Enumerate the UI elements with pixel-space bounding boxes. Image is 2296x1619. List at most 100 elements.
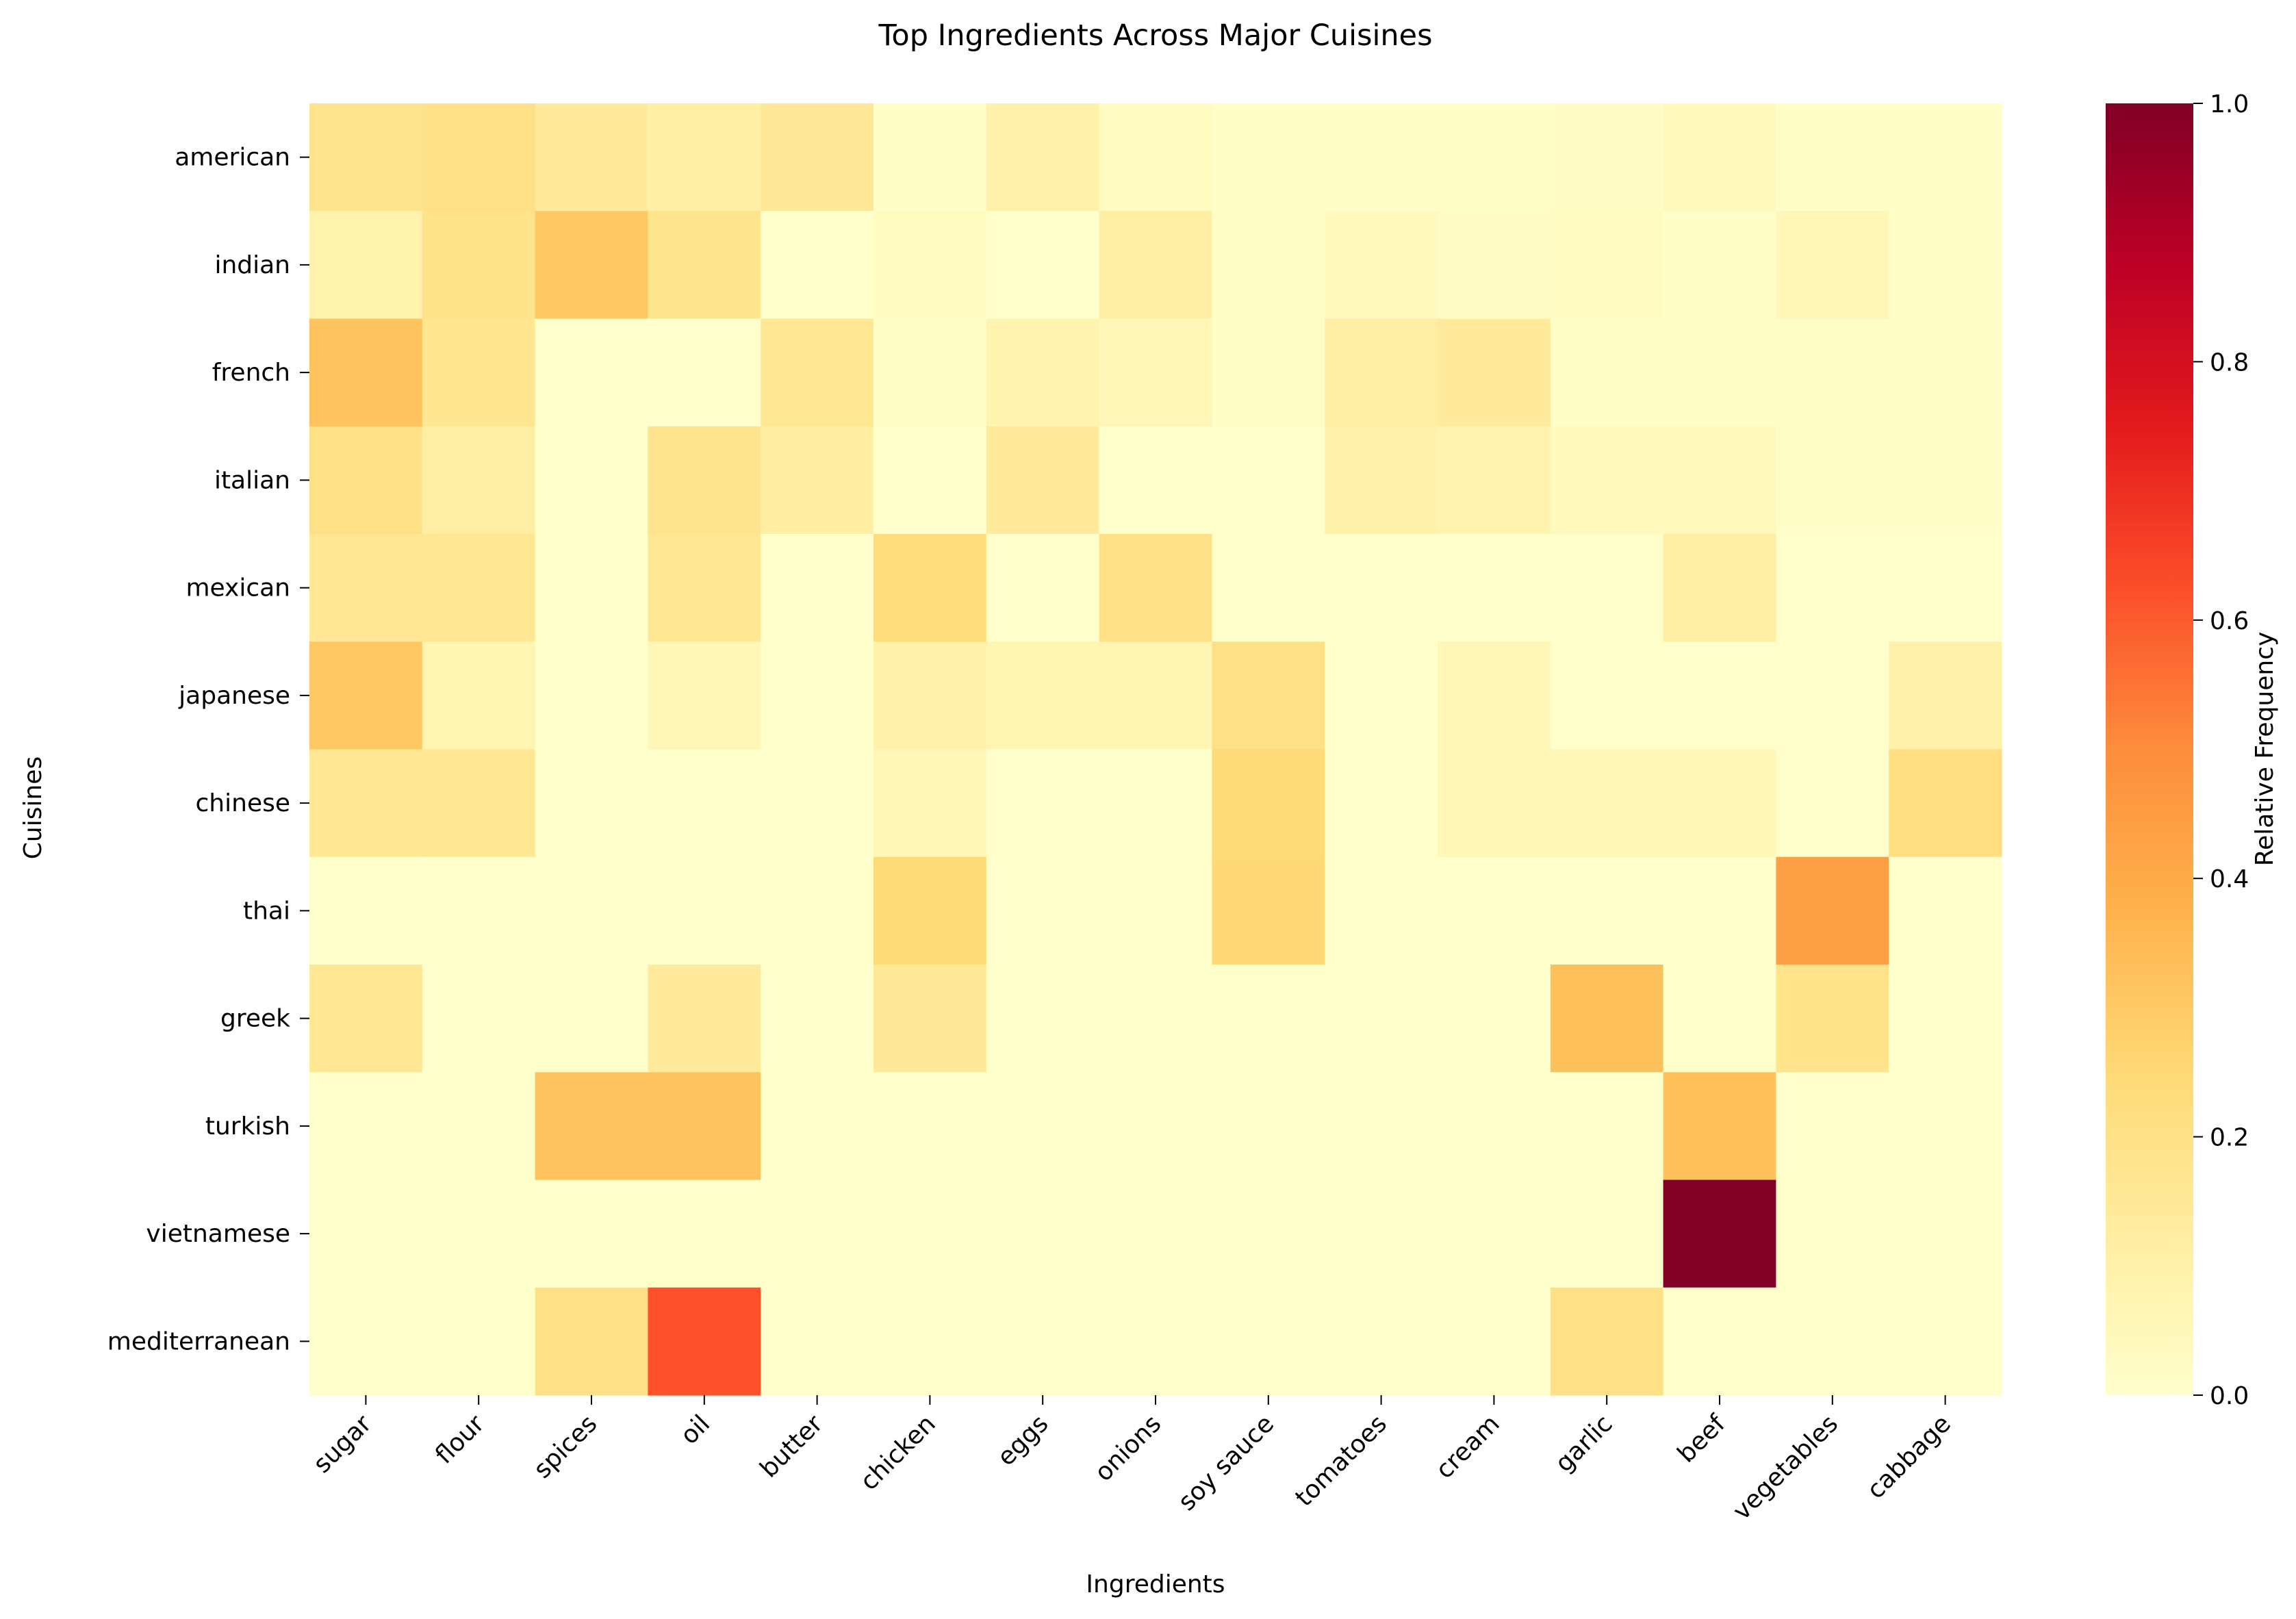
heatmap-cell: [422, 426, 536, 535]
heatmap-cell: [986, 1072, 1100, 1181]
heatmap-cell: [648, 318, 761, 427]
x-tick-label: beef: [1672, 1409, 1731, 1468]
heatmap-cell: [535, 103, 648, 212]
heatmap-cell: [535, 318, 648, 427]
heatmap-cell: [1776, 1180, 1889, 1288]
x-tick-label: garlic: [1550, 1410, 1618, 1477]
x-tick-label: eggs: [992, 1410, 1054, 1471]
y-tick-label: american: [175, 144, 290, 172]
heatmap-cell: [761, 1072, 874, 1181]
heatmap-cell: [1550, 534, 1664, 642]
heatmap-cell: [535, 1072, 648, 1181]
heatmap-cell: [422, 1287, 536, 1396]
heatmap-cell: [873, 318, 987, 427]
heatmap-cells: [309, 103, 2002, 1396]
heatmap-cell: [1438, 965, 1551, 1073]
x-tick-label: oil: [675, 1410, 715, 1450]
chart-title: Top Ingredients Across Major Cuisines: [878, 18, 1432, 53]
heatmap-cell: [1438, 1287, 1551, 1396]
heatmap-cell: [986, 749, 1100, 858]
heatmap-cell: [535, 426, 648, 535]
x-tick-label: onions: [1090, 1410, 1167, 1487]
heatmap-cell: [1099, 749, 1212, 858]
heatmap-cell: [1438, 641, 1551, 750]
heatmap-cell: [309, 1287, 423, 1396]
heatmap-cell: [648, 211, 761, 320]
heatmap-cell: [309, 211, 423, 320]
heatmap-cell: [1663, 641, 1776, 750]
heatmap-cell: [535, 641, 648, 750]
heatmap-cell: [1776, 641, 1889, 750]
y-axis-ticks: american indian french italian mexican japane…: [107, 144, 309, 1355]
heatmap-cell: [1889, 965, 2002, 1073]
heatmap-cell: [873, 211, 987, 320]
heatmap-cell: [422, 103, 536, 212]
heatmap-cell: [648, 1287, 761, 1396]
heatmap-cell: [1550, 1287, 1664, 1396]
heatmap-cell: [535, 534, 648, 642]
heatmap-cell: [1325, 426, 1438, 535]
heatmap-cell: [1099, 211, 1212, 320]
heatmap-cell: [1325, 856, 1438, 965]
heatmap-cell: [1776, 856, 1889, 965]
heatmap-cell: [1438, 534, 1551, 642]
heatmap-cell: [1099, 641, 1212, 750]
heatmap-cell: [873, 965, 987, 1073]
heatmap-cell: [1325, 749, 1438, 858]
heatmap-cell: [309, 641, 423, 750]
heatmap-cell: [422, 856, 536, 965]
heatmap-cell: [535, 1180, 648, 1288]
colorbar-tick-label: 0.2: [2210, 1124, 2249, 1152]
heatmap-cell: [309, 103, 423, 212]
heatmap-cell: [1889, 1180, 2002, 1288]
heatmap-cell: [648, 749, 761, 858]
heatmap-cell: [1550, 641, 1664, 750]
y-tick-label: vietnamese: [146, 1220, 290, 1248]
heatmap-cell: [1212, 1180, 1325, 1288]
heatmap-cell: [873, 856, 987, 965]
y-tick-label: mexican: [186, 574, 290, 602]
heatmap-cell: [1663, 211, 1776, 320]
heatmap-cell: [986, 318, 1100, 427]
heatmap-cell: [1663, 534, 1776, 642]
colorbar-tick-label: 1.0: [2210, 90, 2249, 118]
heatmap-cell: [422, 965, 536, 1073]
heatmap-cell: [648, 103, 761, 212]
x-tick-label: flour: [430, 1410, 489, 1469]
y-tick-label: thai: [243, 897, 290, 925]
y-axis-label: Cuisines: [19, 756, 47, 859]
y-tick-label: italian: [214, 466, 290, 494]
heatmap-cell: [1889, 856, 2002, 965]
heatmap-cell: [1099, 1287, 1212, 1396]
y-tick-label: french: [212, 359, 290, 387]
heatmap-cell: [648, 1072, 761, 1181]
heatmap-cell: [1889, 1287, 2002, 1396]
heatmap-cell: [1099, 426, 1212, 535]
y-tick-label: turkish: [205, 1112, 290, 1140]
heatmap-cell: [761, 749, 874, 858]
heatmap-cell: [422, 318, 536, 427]
x-tick-label: vegetables: [1728, 1410, 1844, 1525]
heatmap-cell: [1325, 641, 1438, 750]
heatmap-cell: [1663, 1180, 1776, 1288]
heatmap-cell: [1889, 103, 2002, 212]
heatmap-cell: [1663, 965, 1776, 1073]
heatmap-cell: [1212, 211, 1325, 320]
heatmap-cell: [535, 965, 648, 1073]
heatmap-cell: [422, 749, 536, 858]
heatmap-cell: [761, 211, 874, 320]
heatmap-cell: [1212, 749, 1325, 858]
heatmap-cell: [1438, 749, 1551, 858]
heatmap-cell: [986, 103, 1100, 212]
heatmap-cell: [1889, 534, 2002, 642]
heatmap-cell: [1325, 211, 1438, 320]
heatmap-cell: [1663, 1287, 1776, 1396]
heatmap-cell: [1550, 318, 1664, 427]
heatmap-cell: [648, 641, 761, 750]
heatmap-cell: [1550, 1180, 1664, 1288]
heatmap-cell: [1212, 1072, 1325, 1181]
x-tick-label: soy sauce: [1173, 1410, 1280, 1516]
heatmap-cell: [873, 1287, 987, 1396]
heatmap-cell: [1889, 641, 2002, 750]
x-tick-label: spices: [528, 1410, 602, 1483]
